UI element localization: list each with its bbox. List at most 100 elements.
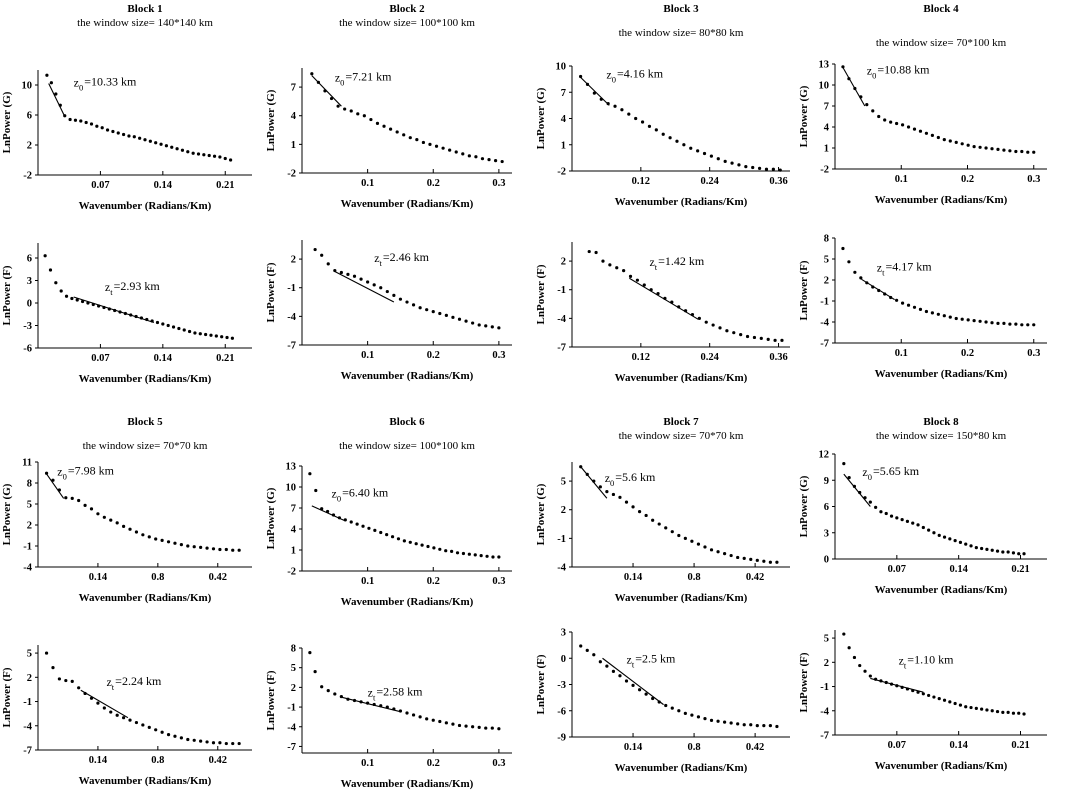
data-point bbox=[187, 329, 192, 334]
data-point bbox=[868, 674, 872, 678]
data-point bbox=[953, 539, 957, 543]
fit-line bbox=[861, 278, 895, 301]
data-point bbox=[744, 165, 748, 169]
annotation-value: =4.16 km bbox=[617, 66, 664, 80]
data-point bbox=[664, 526, 668, 530]
data-point bbox=[362, 114, 366, 118]
y-tick-label: 12 bbox=[819, 450, 830, 461]
data-point bbox=[191, 151, 195, 155]
data-point bbox=[1008, 149, 1012, 153]
plot-g-block-7: -4 -1 2 5 0.14 0.8 0.42 LnPower (G) Wavenumber (… bbox=[535, 462, 790, 604]
data-point bbox=[716, 550, 720, 554]
x-tick-label: 0.14 bbox=[949, 564, 968, 575]
data-point bbox=[128, 527, 132, 531]
data-point bbox=[884, 511, 888, 516]
y-tick-label: 3 bbox=[824, 528, 829, 539]
data-point bbox=[454, 150, 458, 154]
y-axis-label: LnPower (G) bbox=[535, 483, 547, 545]
data-point bbox=[995, 549, 1000, 553]
plot-f-block-7: -9 -6 -3 0 3 0.14 0.8 0.42 LnPower (F) Wavenumber… bbox=[535, 628, 790, 774]
x-axis-label: Wavenumber (Radians/Km) bbox=[615, 592, 748, 604]
data-point bbox=[48, 268, 53, 272]
data-point bbox=[654, 128, 658, 132]
data-point bbox=[745, 334, 750, 339]
data-point bbox=[704, 320, 708, 324]
data-point bbox=[969, 544, 973, 548]
data-point bbox=[392, 293, 396, 297]
data-point bbox=[89, 122, 94, 126]
data-point bbox=[218, 741, 222, 745]
data-point bbox=[212, 154, 217, 158]
data-point bbox=[355, 522, 359, 526]
x-tick-label: 0.14 bbox=[624, 742, 643, 753]
data-point bbox=[775, 560, 779, 564]
data-point bbox=[448, 148, 452, 152]
data-point bbox=[473, 553, 477, 557]
x-tick-label: 0.14 bbox=[154, 353, 173, 364]
x-tick-label: 0.1 bbox=[895, 174, 908, 185]
data-point bbox=[627, 112, 631, 116]
data-point bbox=[651, 696, 655, 701]
depth-annotation: zt=1.42 km bbox=[649, 254, 704, 272]
data-point bbox=[966, 143, 970, 147]
data-point bbox=[762, 724, 766, 728]
data-point bbox=[1006, 710, 1010, 714]
data-point bbox=[471, 725, 475, 729]
data-point bbox=[339, 270, 343, 275]
data-point bbox=[220, 335, 224, 339]
data-point bbox=[441, 146, 445, 150]
x-tick-label: 0.3 bbox=[492, 576, 505, 587]
annotation-symbol: z bbox=[862, 465, 867, 479]
y-tick-label: 0 bbox=[561, 654, 566, 665]
data-point bbox=[889, 120, 893, 124]
data-point bbox=[900, 518, 904, 522]
fit-line bbox=[48, 83, 66, 117]
data-point bbox=[180, 148, 185, 152]
y-tick-label: -1 bbox=[23, 542, 32, 553]
data-point bbox=[186, 737, 190, 742]
data-point bbox=[352, 274, 357, 278]
y-tick-label: 4 bbox=[291, 525, 297, 536]
data-point bbox=[936, 312, 940, 316]
y-tick-label: -6 bbox=[557, 706, 566, 717]
y-tick-label: -4 bbox=[557, 563, 566, 574]
x-tick-label: 0.42 bbox=[209, 572, 227, 583]
x-tick-label: 0.3 bbox=[1027, 174, 1040, 185]
data-point bbox=[696, 542, 701, 546]
depth-annotation: z0=5.6 km bbox=[605, 470, 656, 488]
block-title: Block 6 bbox=[389, 416, 425, 428]
fit-line bbox=[602, 657, 664, 706]
x-tick-label: 0.1 bbox=[361, 758, 374, 769]
data-point bbox=[398, 297, 403, 301]
y-tick-label: -7 bbox=[820, 339, 829, 350]
data-point bbox=[948, 537, 952, 541]
data-point bbox=[990, 709, 994, 713]
data-point bbox=[160, 730, 164, 734]
data-point bbox=[615, 266, 619, 270]
window-size-label: the window size= 100*100 km bbox=[339, 440, 475, 452]
annotation-symbol: z bbox=[606, 67, 611, 81]
data-point bbox=[690, 539, 694, 543]
data-point bbox=[102, 706, 106, 710]
y-axis-label: LnPower (F) bbox=[798, 652, 810, 712]
data-point bbox=[179, 543, 183, 547]
x-tick-label: 0.3 bbox=[492, 178, 505, 189]
data-point bbox=[484, 324, 488, 328]
x-tick-label: 0.3 bbox=[492, 350, 505, 361]
annotation-value: =2.93 km bbox=[114, 279, 161, 293]
block-header: Block 2 the window size= 100*100 km bbox=[282, 2, 532, 30]
fit-line bbox=[46, 473, 65, 499]
data-point bbox=[224, 741, 228, 746]
data-point bbox=[960, 317, 964, 321]
data-point bbox=[696, 715, 701, 719]
window-size-label: the window size= 100*100 km bbox=[339, 17, 475, 29]
x-tick-label: 0.07 bbox=[888, 740, 906, 751]
x-axis-label: Wavenumber (Radians/Km) bbox=[341, 596, 474, 608]
data-point bbox=[418, 715, 422, 719]
data-point bbox=[333, 692, 337, 696]
y-tick-label: -2 bbox=[287, 567, 296, 578]
data-point bbox=[45, 73, 49, 77]
data-point bbox=[444, 721, 448, 725]
y-tick-label: 8 bbox=[291, 644, 296, 655]
data-point bbox=[237, 548, 241, 552]
